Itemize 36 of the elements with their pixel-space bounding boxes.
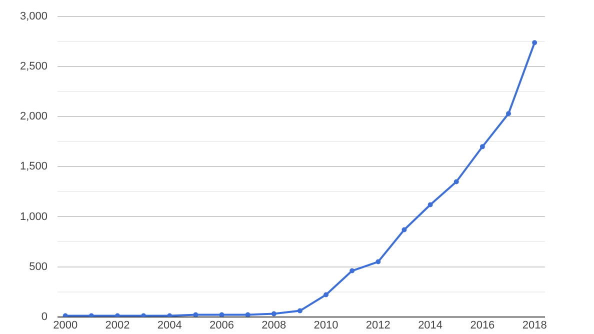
point xyxy=(324,292,329,298)
point xyxy=(532,40,538,46)
y-tick-label: 500 xyxy=(29,260,48,273)
point xyxy=(376,259,381,264)
x-tick-label: 2016 xyxy=(470,319,495,332)
point xyxy=(402,227,407,232)
y-tick-label: 2,500 xyxy=(20,60,48,73)
point xyxy=(193,312,198,317)
point xyxy=(219,312,224,317)
point xyxy=(350,268,355,274)
x-tick-label: 2004 xyxy=(157,319,182,332)
point xyxy=(114,313,120,317)
point xyxy=(141,313,146,317)
point xyxy=(428,202,433,208)
y-tick-label: 0 xyxy=(41,310,48,323)
x-tick-label: 2006 xyxy=(210,319,234,332)
point xyxy=(454,179,459,184)
point xyxy=(271,311,276,316)
x-tick-label: 2018 xyxy=(522,319,547,332)
point xyxy=(297,308,302,314)
y-tick-label: 3,000 xyxy=(20,10,48,23)
point xyxy=(62,313,68,317)
y-tick-label: 2,000 xyxy=(20,110,48,123)
x-tick-label: 2010 xyxy=(314,319,338,332)
point xyxy=(88,313,94,317)
point xyxy=(167,313,172,317)
x-tick-label: 2012 xyxy=(366,319,390,332)
x-tick-label: 2002 xyxy=(105,319,130,332)
point xyxy=(245,312,250,317)
y-tick-label: 1,000 xyxy=(20,210,48,223)
x-tick-label: 2014 xyxy=(418,319,443,332)
x-tick-label: 2000 xyxy=(53,319,78,332)
point xyxy=(506,111,512,116)
x-tick-label: 2008 xyxy=(262,319,286,332)
point xyxy=(480,144,485,150)
y-tick-label: 1,500 xyxy=(20,160,48,173)
